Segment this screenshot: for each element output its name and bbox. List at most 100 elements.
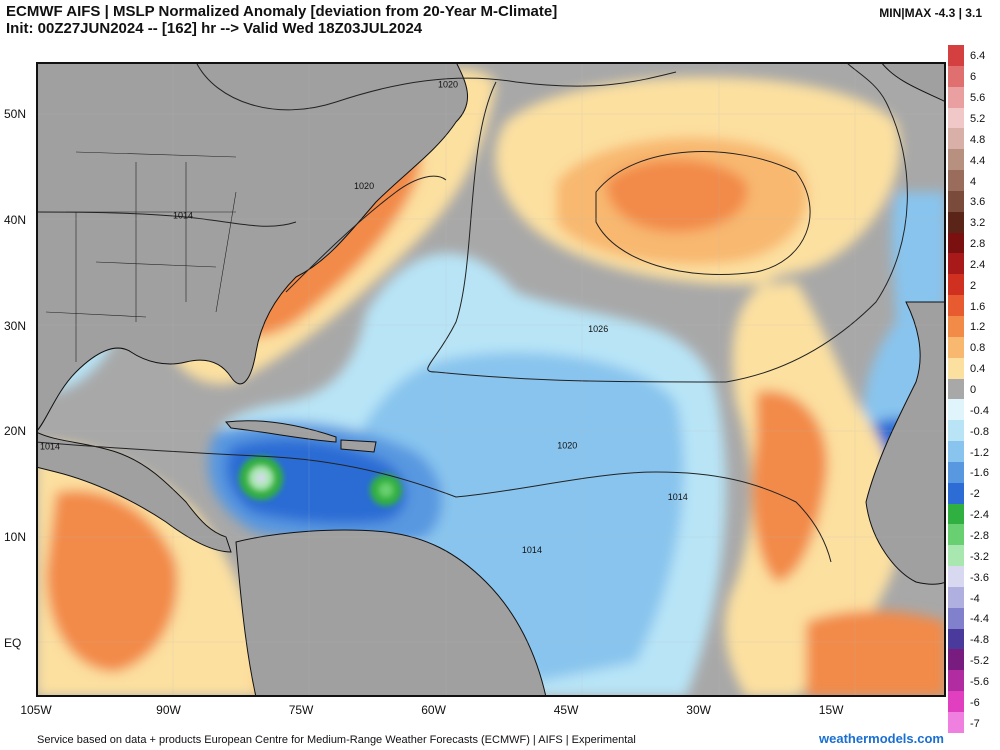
colorbar-swatch	[948, 274, 964, 296]
south-america	[235, 529, 547, 697]
colorbar-label: 2.8	[970, 238, 986, 251]
colorbar-label: 6	[970, 71, 977, 84]
min-max-readout: MIN|MAX -4.3 | 3.1	[879, 6, 982, 20]
colorbar-label: -3.2	[970, 550, 989, 563]
latitude-label: 20N	[4, 424, 27, 439]
isobar-1020-north	[195, 62, 677, 111]
isobar-1026	[595, 151, 811, 275]
brand-link[interactable]: weathermodels.com	[819, 731, 944, 746]
colorbar-swatch	[948, 691, 964, 712]
longitude-label: 90W	[156, 703, 181, 717]
colorbar-label: 5.2	[970, 113, 986, 125]
land	[36, 62, 946, 697]
isobars	[36, 62, 908, 563]
colorbar-swatch	[948, 441, 964, 462]
latitude-label: EQ	[4, 636, 22, 651]
central-america	[36, 431, 232, 553]
hispaniola	[340, 439, 377, 453]
colorbar-label: -2.4	[970, 509, 989, 522]
isobar-label: 1020	[354, 181, 374, 191]
colorbar-label: -2.8	[970, 529, 989, 542]
colorbar-swatch	[948, 336, 964, 358]
longitude-label: 60W	[421, 703, 446, 717]
isobar-1014-tropics	[36, 441, 832, 563]
latitude-label: 40N	[4, 212, 27, 227]
colorbar-swatch	[948, 503, 964, 525]
colorbar-swatch	[948, 45, 964, 66]
colorbar-swatch	[948, 566, 964, 587]
colorbar-label: 0	[970, 384, 977, 397]
colorbar-swatch	[948, 149, 964, 171]
colorbar-swatch	[948, 211, 964, 233]
isobar-labels: 1020 1020 1014 1026 1020 1014 1014 1014	[40, 79, 688, 555]
chart-title: ECMWF AIFS | MSLP Normalized Anomaly [de…	[6, 3, 557, 37]
africa	[865, 301, 946, 585]
colorbar-label: 2	[970, 279, 977, 292]
colorbar-label: -0.8	[970, 425, 989, 438]
isobar-label: 1014	[668, 492, 688, 502]
isobar-label: 1020	[557, 440, 577, 450]
isobar-label: 1020	[438, 79, 458, 89]
anomaly-map: 1020 1020 1014 1026 1020 1014 1014 1014	[36, 62, 946, 697]
colorbar-label: -0.4	[970, 404, 989, 417]
colorbar-label: -3.6	[970, 571, 989, 584]
latitude-label: 10N	[4, 530, 27, 545]
colorbar-swatch	[948, 524, 964, 546]
colorbar-label: -4.4	[970, 613, 989, 626]
colorbar-label: 4.8	[970, 133, 986, 146]
colorbar-label: -4	[970, 592, 980, 605]
colorbar-label: 6.4	[970, 50, 986, 63]
isobar-1020-coast	[285, 175, 447, 293]
colorbar	[948, 45, 964, 733]
title-line-2: Init: 00Z27JUN2024 -- [162] hr --> Valid…	[6, 20, 423, 37]
colorbar-swatch	[948, 461, 964, 483]
isobar-label: 1026	[588, 324, 608, 334]
graticule	[36, 62, 946, 697]
longitude-label: 15W	[818, 703, 844, 717]
colorbar-swatch	[948, 65, 964, 87]
colorbar-swatch	[948, 586, 964, 608]
longitude-label: 75W	[288, 703, 314, 717]
colorbar-swatch	[948, 232, 964, 254]
isobar-label: 1014	[173, 211, 193, 221]
colorbar-label: 4	[970, 175, 977, 188]
cuba	[225, 420, 337, 443]
colorbar-label: 0.4	[970, 363, 986, 376]
colorbar-swatch	[948, 399, 964, 421]
isobar-1014-us	[36, 211, 297, 227]
colorbar-label: -1.2	[970, 446, 989, 459]
colorbar-swatch	[948, 253, 964, 275]
eastern-pacific-high-core	[46, 490, 178, 672]
colorbar-label: 3.6	[970, 196, 986, 209]
colorbar-label: 1.2	[970, 321, 986, 334]
colorbar-swatch	[948, 357, 964, 379]
map-frame	[36, 62, 946, 697]
latitude-label: 30N	[4, 318, 27, 333]
colorbar-swatch	[948, 378, 964, 400]
colorbar-label: 1.6	[970, 300, 986, 313]
colorbar-swatch	[948, 670, 964, 692]
north-america	[36, 62, 469, 433]
colorbar-swatch	[948, 295, 964, 316]
colorbar-label: 0.8	[970, 342, 986, 355]
colorbar-label: -6	[970, 696, 980, 709]
isobar-label: 1014	[40, 441, 60, 451]
footer-credit: Service based on data + products Europea…	[37, 734, 636, 746]
colorbar-swatch	[948, 107, 964, 129]
longitude-label: 30W	[686, 703, 711, 717]
colorbar-label: -4.8	[970, 634, 989, 647]
colorbar-swatch	[948, 86, 964, 108]
colorbar-label: -5.2	[970, 655, 989, 668]
borders	[45, 151, 237, 362]
isobar-label: 1014	[522, 545, 542, 555]
longitude-label: 105W	[20, 703, 52, 717]
colorbar-label: 2.4	[970, 258, 986, 271]
colorbar-swatch	[948, 190, 964, 212]
colorbar-label: 3.2	[970, 217, 986, 230]
colorbar-label: -1.6	[970, 467, 989, 480]
colorbar-label: 4.4	[970, 154, 986, 167]
colorbar-swatch	[948, 607, 964, 629]
colorbar-swatch	[948, 628, 964, 650]
isobar-1020-azores	[427, 62, 908, 383]
colorbar-swatch	[948, 420, 964, 442]
